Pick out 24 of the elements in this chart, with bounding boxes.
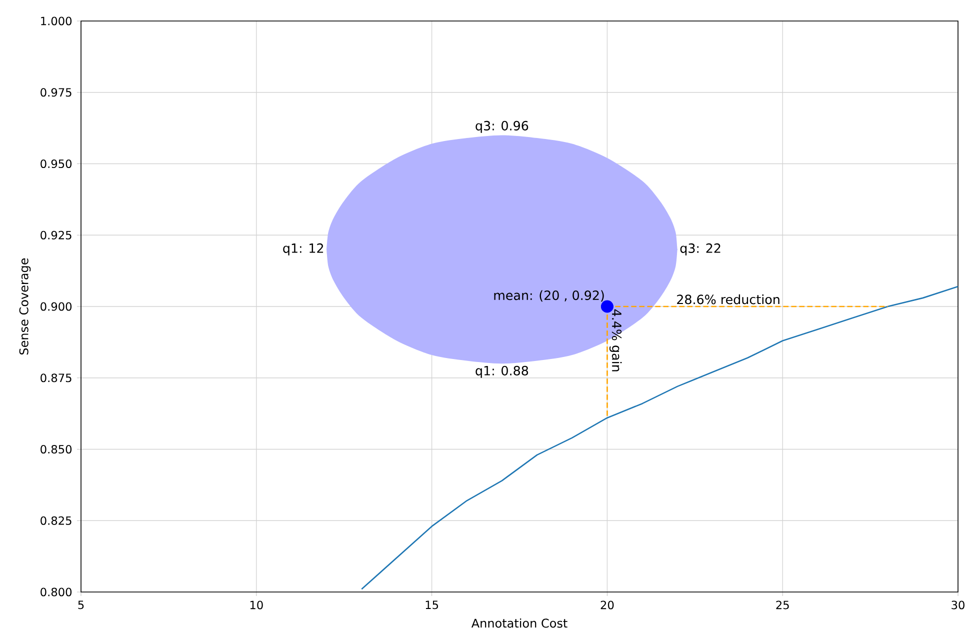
y-tick-label: 0.825	[40, 516, 72, 525]
x-tick-label: 10	[250, 600, 263, 610]
x-tick-label: 25	[776, 600, 789, 610]
y-tick-label: 0.800	[40, 588, 72, 596]
x-axis-title: Annotation Cost	[471, 618, 568, 628]
y-tick-label: 0.900	[40, 302, 72, 311]
y-tick-label: 1.000	[41, 16, 72, 26]
x-tick-label: 15	[426, 600, 438, 610]
y-tick-label: 0.875	[40, 374, 72, 382]
y-tick-label: 0.975	[40, 88, 72, 97]
annotation: q3: 0.96	[476, 120, 528, 133]
x-tick-label: 5	[78, 600, 84, 610]
annotation: q1: 12	[283, 243, 324, 256]
annotation: q3: 22	[680, 243, 720, 256]
y-tick-label: 0.925	[40, 230, 72, 240]
x-tick-label: 30	[952, 600, 964, 610]
y-axis-title: Sense Coverage	[19, 258, 31, 354]
annotation: 28.6% reduction	[677, 294, 780, 304]
y-tick-label: 0.850	[40, 444, 72, 454]
annotation: 4.4% gain	[609, 309, 622, 372]
annotation: q1: 0.88	[476, 366, 528, 378]
annotation: mean: (20 , 0.92)	[494, 290, 604, 302]
y-tick-label: 0.950	[40, 159, 72, 168]
x-tick-label: 20	[600, 600, 614, 610]
